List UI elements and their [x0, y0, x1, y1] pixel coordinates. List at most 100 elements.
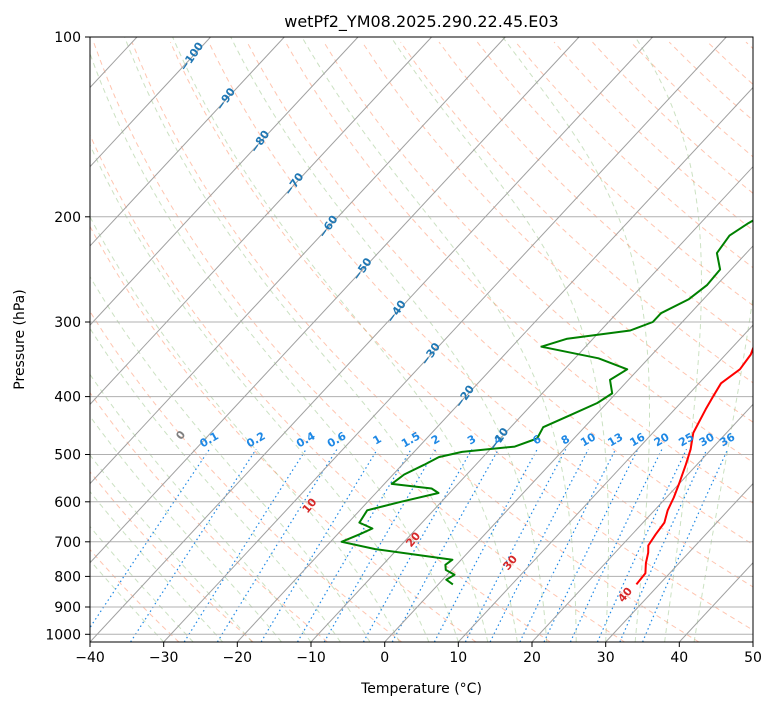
dry-adiabat [400, 41, 753, 384]
dry-adiabat [90, 310, 403, 642]
y-tick-label: 700 [54, 535, 81, 551]
isotherm-label: −90 [213, 85, 238, 113]
isotherms [0, 37, 753, 642]
isotherm-label: −40 [384, 298, 409, 326]
moist-adiabat [90, 525, 194, 642]
moist-adiabat [301, 37, 577, 642]
moist-adiabat [693, 293, 753, 642]
pressure-gridlines [90, 37, 753, 635]
moist-adiabat [124, 37, 489, 642]
x-tick-label: 20 [523, 650, 541, 666]
isotherm-line [163, 37, 727, 642]
dry-adiabat [169, 41, 753, 631]
isotherm-line [236, 86, 753, 642]
isotherm-line [90, 37, 432, 406]
x-tick-label: 50 [744, 650, 762, 666]
mixing-ratio-label: 16 [628, 430, 648, 449]
isotherm-line [90, 37, 359, 326]
moist-adiabat [90, 559, 165, 642]
isotherm-label: −100 [177, 40, 206, 74]
dry-adiabat [90, 225, 477, 642]
dry-adiabat [438, 41, 753, 345]
mixing-ratio-label: 1 [371, 432, 384, 447]
plot-frame [89, 36, 754, 643]
dry-adiabat-label: 30 [500, 552, 520, 572]
x-tick-label: −20 [223, 650, 253, 666]
mixing-ratio-line [362, 449, 473, 642]
dry-adiabat [361, 41, 753, 423]
mixing-ratio-label: 0.4 [294, 429, 318, 450]
isotherm-line [90, 37, 285, 247]
mixing-ratio-label: 36 [718, 430, 738, 449]
dry-adiabat [707, 41, 753, 86]
dry-adiabat [90, 391, 328, 642]
dry-adiabat [476, 41, 753, 307]
dewpoint-line [340, 219, 753, 586]
mixing-ratio-label: 6 [530, 432, 543, 447]
x-tick-label: −10 [296, 650, 326, 666]
mixing-ratio-line [596, 449, 688, 642]
moist-adiabat [502, 37, 650, 642]
isotherm-line [90, 37, 211, 168]
dry-adiabat [592, 41, 753, 194]
chart-title: wetPf2_YM08.2025.290.22.45.E03 [284, 12, 558, 32]
moist-adiabat [90, 52, 459, 642]
moist-adiabat [90, 327, 341, 642]
mixing-ratio-line [296, 448, 412, 642]
isotherm-label: −30 [418, 340, 443, 368]
moist-adiabat [90, 215, 400, 642]
moist-adiabat [390, 37, 609, 642]
mixing-ratio-line [569, 449, 663, 642]
isotherm-line [752, 641, 753, 642]
mixing-ratio-line [519, 449, 617, 642]
moist-adiabat [230, 37, 548, 642]
dry-adiabat [323, 41, 753, 463]
isotherm-line [457, 324, 753, 642]
y-tick-label: 1000 [45, 627, 81, 643]
moist-adiabat [90, 275, 371, 642]
moist-adiabat [90, 415, 282, 642]
mixing-ratio-line [216, 448, 338, 642]
dry-adiabats [90, 41, 753, 642]
isotherm-line [90, 37, 653, 642]
profile-lines [340, 219, 753, 586]
dry-adiabat [131, 41, 700, 642]
y-tick-label: 100 [54, 30, 81, 46]
mixing-ratio-lines [90, 448, 729, 642]
y-tick-label: 500 [54, 448, 81, 464]
isotherm-line [90, 37, 506, 485]
isotherm-label: −70 [282, 170, 307, 198]
mixing-ratio-line [642, 449, 729, 642]
dry-adiabat [90, 471, 254, 642]
dry-adiabat-label: 10 [300, 495, 320, 515]
isotherm-label: −50 [350, 255, 375, 283]
moist-adiabat [90, 373, 312, 642]
y-tick-label: 300 [54, 315, 81, 331]
isotherm-label: −80 [248, 128, 273, 156]
dry-adiabat-label: 0 [173, 428, 188, 442]
y-axis: 100 200 300 400 500 600 700 800 900 1000 [45, 30, 90, 643]
y-axis-label: Pressure (hPa) [12, 289, 28, 389]
mixing-ratio-line [130, 448, 257, 642]
dry-adiabat [90, 133, 551, 642]
dry-adiabat-label: 40 [615, 585, 635, 605]
mixing-ratio-line [90, 448, 210, 629]
mixing-ratio-line [323, 448, 437, 642]
mixing-ratio-label: 2 [429, 432, 442, 447]
x-tick-label: −40 [75, 650, 105, 666]
mixing-ratio-line [464, 449, 567, 642]
moist-adiabat [90, 143, 430, 642]
x-axis-label: Temperature (°C) [360, 681, 482, 697]
temperature-line [635, 345, 753, 586]
mixing-ratio-label: 0.1 [197, 429, 220, 450]
mixing-ratio-label: 20 [652, 430, 672, 449]
y-tick-label: 200 [54, 210, 81, 226]
mixing-ratio-label: 0.2 [244, 429, 267, 450]
isotherm-line [90, 37, 580, 564]
isotherm-line [0, 37, 63, 642]
plot-area: 0.1 0.2 0.4 0.6 1 1.5 2 3 4 6 8 10 13 16 20 25 30 36−100−… [0, 37, 753, 642]
isotherm-line [310, 165, 753, 642]
y-tick-label: 400 [54, 390, 81, 406]
moist-adiabat [90, 454, 253, 642]
